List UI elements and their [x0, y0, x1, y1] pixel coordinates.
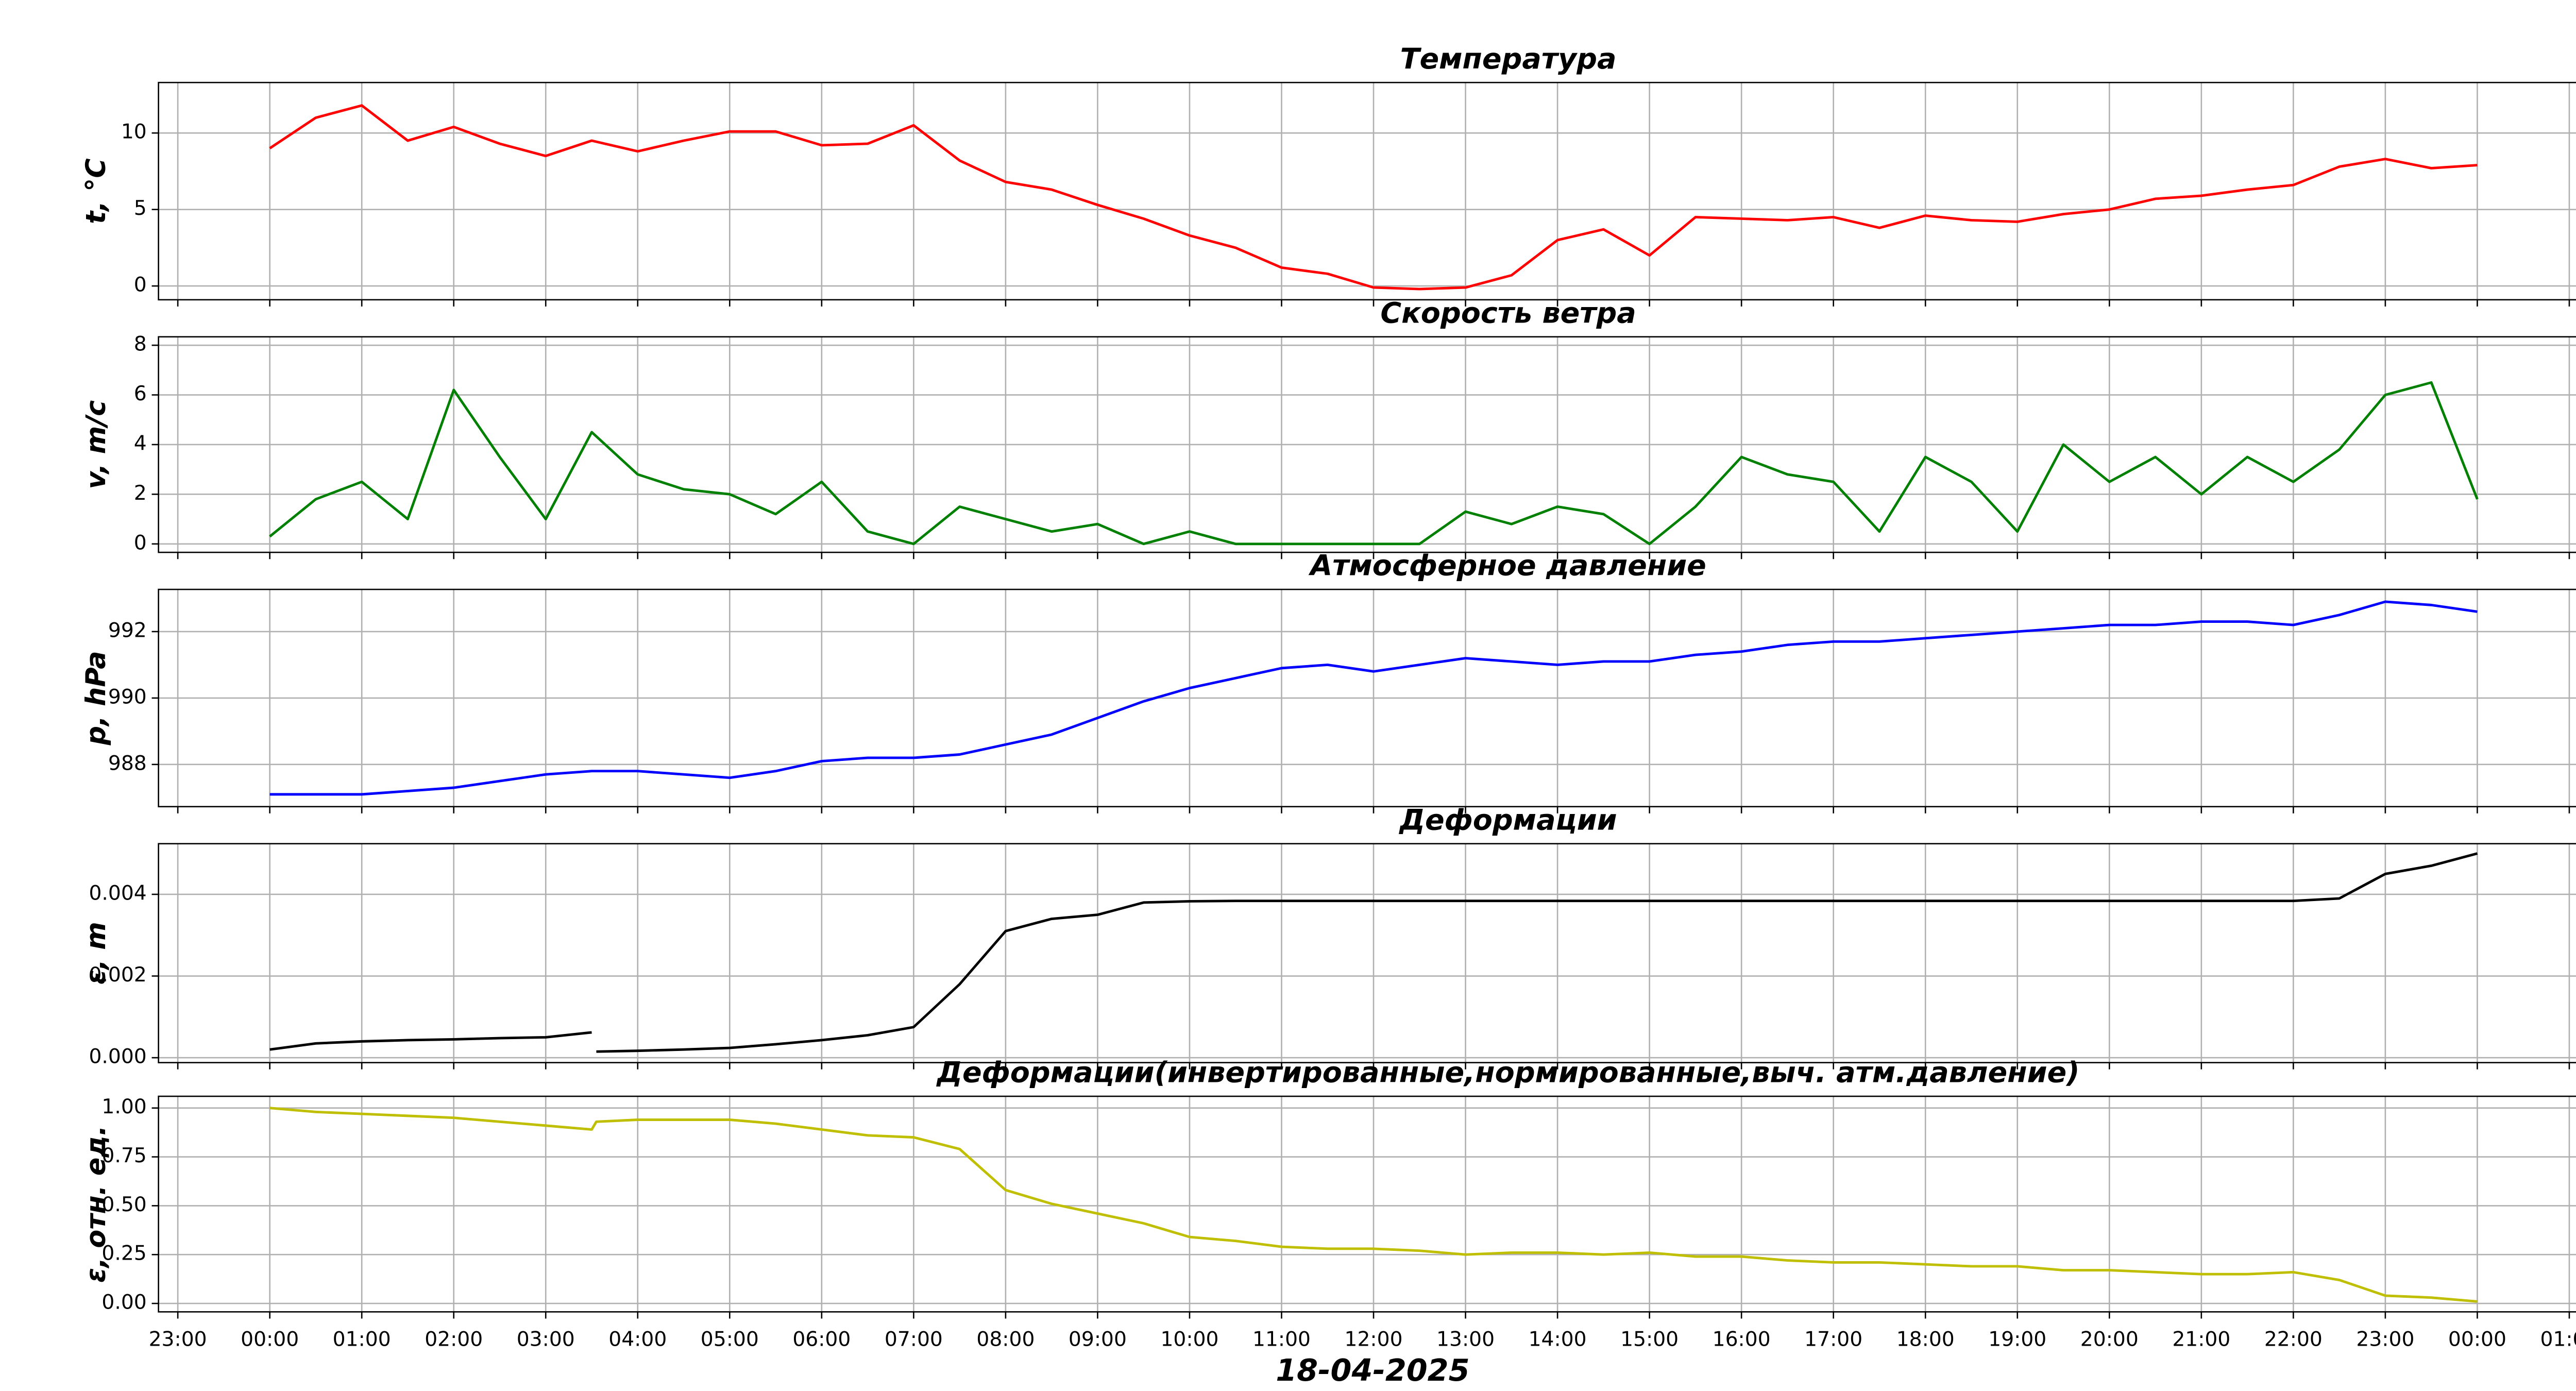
x-tick-label: 00:00 [241, 1328, 299, 1351]
x-tick-label: 08:00 [976, 1328, 1035, 1351]
y-tick-label: 4 [134, 432, 147, 455]
x-tick-label: 13:00 [1436, 1328, 1495, 1351]
subplot-title: Деформации(инвертированные,нормированные… [936, 1056, 2080, 1090]
subplot-title: Температура [1400, 42, 1617, 76]
y-tick-label: 0.75 [101, 1144, 146, 1167]
y-tick-label: 0.00 [101, 1291, 146, 1314]
x-tick-label: 02:00 [425, 1328, 483, 1351]
axes-frame [158, 588, 2576, 808]
y-tick-label: 0.002 [89, 963, 146, 987]
axes-frame [158, 81, 2576, 301]
data-line [269, 852, 2478, 1053]
y-tick-label: 0 [134, 274, 147, 297]
subplot-title: Атмосферное давление [1308, 549, 1706, 583]
y-tick-label: 0.000 [89, 1045, 146, 1068]
data-line [269, 600, 2478, 796]
y-axis-label: t, °C [80, 158, 112, 224]
x-tick-label: 10:00 [1160, 1328, 1218, 1351]
x-tick-label: 23:00 [149, 1328, 207, 1351]
y-tick-label: 8 [134, 333, 147, 356]
y-axis-label: p, hPa [80, 651, 112, 745]
x-tick-label: 22:00 [2264, 1328, 2323, 1351]
x-tick-label: 18:00 [1896, 1328, 1955, 1351]
x-tick-label: 11:00 [1252, 1328, 1311, 1351]
x-tick-label: 17:00 [1804, 1328, 1862, 1351]
subplot-title: Деформации [1398, 803, 1617, 837]
y-tick-label: 992 [108, 619, 147, 642]
axes-frame [158, 336, 2576, 553]
x-tick-label: 09:00 [1069, 1328, 1127, 1351]
y-tick-label: 10 [121, 121, 147, 144]
y-tick-label: 990 [108, 685, 147, 708]
y-axis-label: v, m/c [80, 400, 112, 489]
subplot-title: Скорость ветра [1380, 296, 1636, 330]
x-tick-label: 15:00 [1620, 1328, 1679, 1351]
x-tick-label: 19:00 [1988, 1328, 2046, 1351]
y-tick-label: 988 [108, 752, 147, 775]
y-axis-label: ε, m [80, 922, 112, 985]
y-axis-label: ε, отн. ед. [80, 1126, 112, 1283]
x-tick-label: 21:00 [2172, 1328, 2230, 1351]
y-tick-label: 0.004 [89, 881, 146, 905]
y-tick-label: 2 [134, 482, 147, 505]
y-tick-label: 0.25 [101, 1242, 146, 1265]
x-tick-label: 07:00 [885, 1328, 943, 1351]
x-tick-label: 05:00 [701, 1328, 759, 1351]
x-tick-label: 01:00 [333, 1328, 391, 1351]
y-tick-label: 6 [134, 382, 147, 405]
x-tick-label: 23:00 [2356, 1328, 2414, 1351]
y-tick-label: 1.00 [101, 1095, 146, 1118]
x-tick-label: 00:00 [2448, 1328, 2506, 1351]
x-axis-label: 18-04-2025 [1276, 1352, 1469, 1388]
x-tick-label: 20:00 [2080, 1328, 2139, 1351]
x-tick-label: 04:00 [608, 1328, 667, 1351]
x-tick-label: 03:00 [517, 1328, 575, 1351]
axes-frame [158, 843, 2576, 1063]
axes-frame [158, 1095, 2576, 1313]
x-tick-label: 06:00 [792, 1328, 851, 1351]
data-line [269, 381, 2479, 546]
x-tick-label: 16:00 [1713, 1328, 1771, 1351]
data-line [269, 104, 2478, 291]
y-tick-label: 0.50 [101, 1193, 146, 1216]
y-tick-label: 5 [134, 197, 147, 220]
data-line [269, 1107, 2478, 1303]
x-tick-label: 12:00 [1345, 1328, 1403, 1351]
x-tick-label: 14:00 [1529, 1328, 1587, 1351]
x-tick-label: 01:00 [2540, 1328, 2576, 1351]
y-tick-label: 0 [134, 531, 147, 554]
